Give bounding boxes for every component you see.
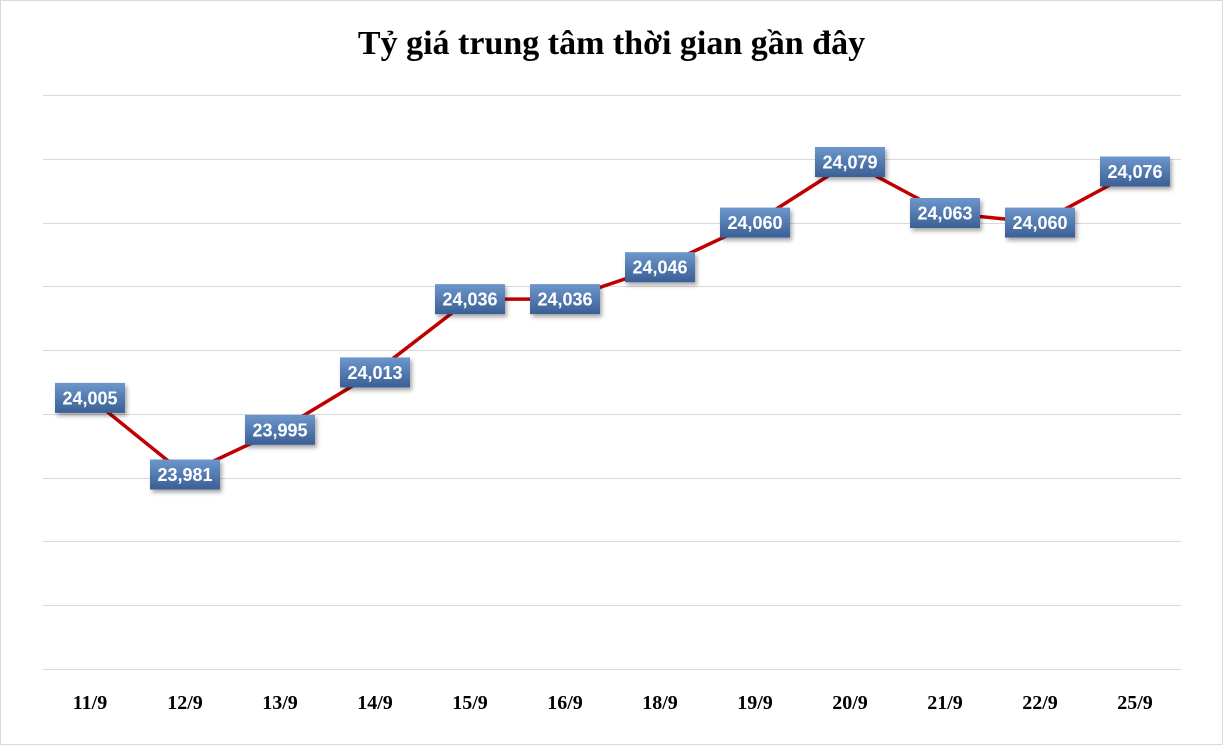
- data-label: 24,079: [815, 147, 885, 177]
- x-tick-label: 16/9: [547, 692, 583, 714]
- data-labels: 24,005 23,981 23,995 24,013 24,036 24,036 24,0…: [55, 147, 1170, 490]
- data-label-text: 24,060: [727, 213, 782, 233]
- data-label-box: [55, 382, 125, 413]
- data-label: 24,046: [625, 252, 695, 283]
- data-label: 24,076: [1100, 156, 1170, 187]
- data-label-box: [340, 357, 410, 388]
- data-label-text: 23,995: [252, 420, 307, 440]
- data-label: 23,995: [245, 414, 315, 445]
- data-label-text: 24,063: [917, 204, 972, 224]
- x-tick-label: 21/9: [927, 692, 963, 714]
- data-label-text: 24,060: [1012, 213, 1067, 233]
- x-tick-label: 25/9: [1117, 692, 1153, 714]
- data-label-box: [530, 284, 600, 315]
- data-label-box: [150, 459, 220, 490]
- data-label: 23,981: [150, 459, 220, 490]
- data-label-box: [625, 252, 695, 283]
- x-axis-ticks: 11/9 12/9 13/9 14/9 15/9 16/9 18/9 19/9 20/9 21/9…: [73, 692, 1153, 714]
- x-tick-label: 11/9: [73, 692, 107, 714]
- data-label-text: 24,013: [347, 363, 402, 383]
- chart-title: Tỷ giá trung tâm thời gian gần đây: [357, 25, 866, 62]
- data-label-text: 24,005: [62, 388, 117, 408]
- data-label: 24,013: [340, 357, 410, 388]
- data-label-box: [245, 414, 315, 445]
- data-label-box: [435, 284, 505, 315]
- data-label: 24,005: [55, 382, 125, 413]
- data-label-text: 24,076: [1107, 162, 1162, 182]
- data-label: 24,060: [720, 207, 790, 238]
- data-label-box: [720, 207, 790, 238]
- x-tick-label: 14/9: [357, 692, 393, 714]
- data-label-text: 24,036: [442, 290, 497, 310]
- data-label-text: 24,046: [632, 258, 687, 278]
- data-label-box: [1005, 207, 1075, 238]
- x-tick-label: 19/9: [737, 692, 773, 714]
- data-label-box: [910, 198, 980, 228]
- data-label: 24,060: [1005, 207, 1075, 238]
- x-tick-label: 13/9: [262, 692, 298, 714]
- data-label-text: 23,981: [157, 465, 212, 485]
- x-tick-label: 15/9: [452, 692, 488, 714]
- data-label-box: [1100, 156, 1170, 187]
- data-label: 24,036: [530, 284, 600, 315]
- x-tick-label: 22/9: [1022, 692, 1058, 714]
- data-label-box: [815, 147, 885, 177]
- data-label-text: 24,079: [822, 153, 877, 173]
- x-tick-label: 18/9: [642, 692, 678, 714]
- data-label: 24,063: [910, 198, 980, 228]
- x-tick-label: 12/9: [167, 692, 203, 714]
- gridlines: [43, 95, 1181, 670]
- data-label: 24,036: [435, 284, 505, 315]
- data-label-text: 24,036: [537, 290, 592, 310]
- x-tick-label: 20/9: [832, 692, 868, 714]
